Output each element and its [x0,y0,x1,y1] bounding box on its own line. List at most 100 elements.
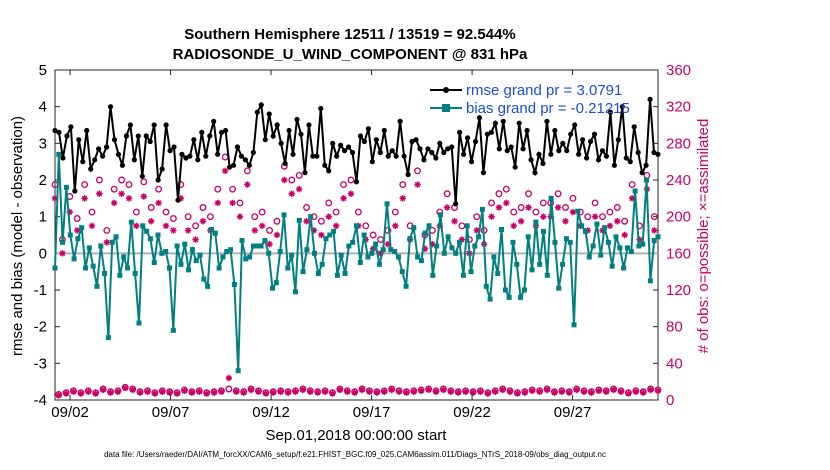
rmse-point [635,149,641,156]
bias-point [437,212,443,218]
rmse-point [254,109,260,115]
bias-point [98,243,104,249]
rmse-point [175,197,181,203]
rmse-point [314,153,320,159]
rmse-point [544,118,550,124]
rmse-point [484,131,491,137]
y-right-tick-label: 200 [666,209,691,226]
obs-possible-point [591,199,599,207]
bias-point [426,223,432,229]
rmse-point [615,137,621,143]
obs-assimilated-point [473,227,480,234]
obs-assimilated-point [429,240,436,248]
rmse-point [215,151,221,157]
obs-assimilated-point [162,222,170,230]
rmse-point [453,201,459,207]
obs-assimilated-point [614,218,621,225]
obs-possible-point [118,176,126,184]
obs-possible-point [414,167,421,175]
obs-assimilated-point [299,386,307,394]
rmse-point [445,146,451,152]
obs-assimilated-point [332,222,340,230]
obs-possible-point [621,217,629,225]
obs-assimilated-point [307,388,314,395]
rmse-point [341,148,348,154]
obs-assimilated-point [166,389,173,396]
rmse-point [651,149,657,156]
bias-point [609,263,615,269]
x-tick-label: 09/22 [453,404,491,421]
obs-assimilated-point [421,245,429,252]
obs-possible-point [347,176,355,184]
rmse-point [349,149,356,156]
legend-bias-label: bias grand pr = -0.21215 [466,100,630,117]
y-tick-label: 3 [39,135,47,152]
obs-assimilated-point [277,388,284,395]
y-right-tick-label: 80 [666,319,683,336]
bias-point [186,267,192,273]
obs-assimilated-point [640,389,647,396]
bias-point [613,234,619,240]
rmse-point [528,157,534,163]
obs-assimilated-point [329,390,336,397]
bias-point [319,261,325,267]
obs-assimilated-point [73,227,81,234]
rmse-point [607,109,613,115]
bias-point [579,223,585,229]
obs-possible-point [532,208,540,216]
obs-possible-point [225,385,233,393]
bias-point [537,261,543,267]
obs-possible-point [162,208,170,216]
bias-point [132,271,138,276]
rmse-point [488,129,494,135]
obs-assimilated-point [214,199,221,207]
bias-point [350,239,356,245]
obs-possible-point [243,167,251,175]
rmse-point [338,142,344,148]
obs-assimilated-point [236,213,244,220]
obs-possible-point [192,222,200,230]
obs-possible-point [140,178,148,186]
bias-point [621,265,627,271]
obs-possible-point [251,213,259,221]
obs-possible-point [169,215,177,222]
rmse-point [171,144,177,150]
rmse-point [199,129,205,135]
rmse-point [532,170,538,176]
rmse-point [80,159,86,165]
obs-possible-point [177,181,185,189]
bias-point [628,249,634,254]
rmse-point [282,160,288,167]
bias-point [640,241,646,247]
bias-point [277,249,283,254]
obs-assimilated-point [525,204,532,211]
obs-assimilated-point [484,390,492,397]
bias-point [556,285,562,291]
obs-possible-point [525,190,532,198]
obs-assimilated-point [566,389,573,396]
rmse-point [326,168,332,174]
bias-point [117,272,123,278]
obs-assimilated-point [414,181,421,188]
bias-point [468,269,474,275]
obs-assimilated-point [284,389,292,396]
obs-assimilated-point [255,388,262,395]
y-right-tick-label: 120 [666,282,691,299]
rmse-point [111,137,118,143]
bias-point [170,327,176,333]
obs-assimilated-point [51,195,59,202]
bias-point [472,243,478,249]
obs-assimilated-point [610,386,617,394]
bias-point [312,250,318,256]
rmse-point [492,120,498,126]
bias-point [357,260,363,265]
rmse-point [238,153,245,159]
rmse-point [234,144,241,150]
rmse-point [115,151,122,157]
rmse-point [147,138,153,145]
rmse-point [179,151,185,157]
bias-point [491,254,497,260]
obs-assimilated-point [96,190,103,197]
right-axis: 0 40 80 120 160 200 240 280 320 360 [666,62,691,409]
bias-point [644,177,650,183]
